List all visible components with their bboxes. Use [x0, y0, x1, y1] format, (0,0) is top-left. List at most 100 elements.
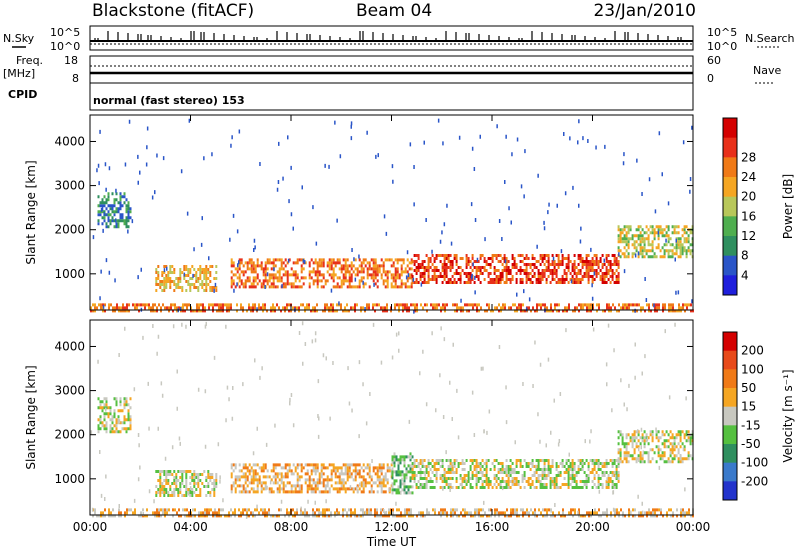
echo-band-6-level-4: [92, 508, 694, 518]
echo-band-2-level-5: [230, 258, 413, 289]
colorbar-tick-label: 50: [741, 381, 756, 395]
colorbar-segment: [723, 157, 737, 178]
velocity-panel: 1000 2000 3000 4000 00:00 04:00 08:00 12:00 16:0…: [24, 319, 795, 549]
search-tick-top: 10^5: [707, 26, 737, 39]
echo-band-3-level-2: [391, 455, 414, 495]
y-tick-label: 3000: [54, 179, 85, 193]
echo-band-2-level-7: [230, 258, 413, 289]
plot-title: Blackstone (fitACF): [92, 1, 255, 21]
summary-panel: N.SkyFreq.[MHz]CPID10^510^018810^510^060…: [3, 25, 795, 111]
colorbar-frame: [722, 331, 738, 501]
colorbar-tick-label: 8: [741, 249, 749, 263]
cpid-text: normal (fast stereo) 153: [93, 94, 245, 107]
y-tick-label: 1000: [54, 267, 85, 281]
colorbar-segment: [723, 196, 737, 217]
colorbar-tick-label: 16: [741, 209, 756, 223]
cpid-frame: [89, 82, 694, 111]
colorbar-tick-label: -50: [741, 437, 761, 451]
mhz-label: [MHz]: [3, 67, 35, 80]
nsky-label: N.Sky: [3, 32, 35, 45]
colorbar-segment: [723, 137, 737, 158]
colorbar-segment: [723, 406, 737, 426]
echo-band-1-level-4: [155, 265, 218, 292]
colorbar-segment: [723, 177, 737, 198]
beam-label: Beam 04: [356, 1, 433, 21]
cpid-label: CPID: [8, 88, 37, 101]
freq-frame: [89, 55, 694, 84]
colorbar-tick-label: -200: [741, 474, 768, 488]
colorbar-tick-label: 15: [741, 400, 756, 414]
noise-tick-top: 10^5: [50, 26, 80, 39]
nsearch-label: N.Search: [745, 32, 795, 45]
colorbar-label: Velocity [m s⁻¹]: [781, 369, 795, 462]
freq-label: Freq.: [16, 54, 43, 67]
x-tick-label: 00:00: [73, 520, 108, 534]
noise-frame: [89, 25, 694, 51]
colorbar-segment: [723, 236, 737, 257]
echo-band-3-level-3: [391, 452, 414, 495]
noise-sky-spikes: [94, 31, 682, 41]
y-tick-label: 4000: [54, 134, 85, 148]
colorbar-tick-label: 4: [741, 268, 749, 282]
colorbar-frame: [722, 117, 738, 296]
colorbar-segment: [723, 216, 737, 237]
colorbar-tick-label: 200: [741, 344, 764, 358]
colorbar-tick-label: 24: [741, 170, 756, 184]
colorbar-segment: [723, 118, 737, 139]
echo-band-4-level-5: [411, 459, 620, 489]
echo-band-4-level-5: [617, 225, 690, 259]
colorbar-tick-label: 100: [741, 362, 764, 376]
echo-band-4-level-3: [617, 225, 694, 259]
echo-band-0-level-5: [97, 397, 132, 434]
colorbar-segment: [723, 425, 737, 445]
x-tick-label: 12:00: [374, 520, 409, 534]
x-axis-label: Time UT: [366, 535, 417, 549]
echo-band-2-level-6: [230, 258, 413, 289]
x-tick-label: 00:00: [676, 520, 711, 534]
echo-band-6-level-6: [104, 508, 694, 518]
echo-band-3-level-4: [391, 452, 414, 495]
colorbar-tick-label: -100: [741, 456, 768, 470]
echo-band-4-level-4: [411, 459, 620, 489]
echo-band-1-level-4: [155, 470, 218, 497]
colorbar-segment: [723, 388, 737, 408]
y-tick-label: 1000: [54, 472, 85, 486]
colorbar-tick-label: -15: [741, 418, 761, 432]
echo-band-0-level-3: [97, 192, 132, 229]
y-tick-label: 3000: [54, 384, 85, 398]
colorbar-segment: [723, 332, 737, 352]
colorbar-tick-label: 28: [741, 150, 756, 164]
echo-band-2-level-6: [230, 463, 391, 494]
date-label: 23/Jan/2010: [593, 1, 696, 21]
x-tick-label: 16:00: [475, 520, 510, 534]
power-panel: 1000 2000 3000 4000 Slant Range [km] 4 8 12 16 20…: [24, 114, 795, 314]
colorbar-segment: [723, 462, 737, 482]
colorbar-segment: [723, 481, 737, 501]
echo-band-1-level-5: [155, 470, 218, 497]
echo-band-0-level-4: [97, 397, 132, 434]
echo-band-3-level-7: [413, 254, 620, 284]
colorbar-label: Power [dB]: [781, 174, 795, 239]
echo-band-5-level-3: [617, 430, 694, 464]
y-axis-label: Slant Range [km]: [24, 160, 38, 264]
echo-band-5-level-4: [617, 430, 694, 464]
noise-tick-bottom: 10^0: [50, 40, 80, 53]
nave-tick-bottom: 0: [707, 72, 714, 85]
echo-band-3-level-8: [411, 254, 620, 284]
echo-band-2-level-4: [230, 463, 393, 494]
colorbar-segment: [723, 275, 737, 296]
nave-label: Nave: [753, 64, 781, 77]
colorbar-segment: [723, 255, 737, 276]
echo-band-2-level-5: [230, 463, 393, 494]
echo-band-5-level-5: [617, 430, 694, 464]
colorbar-segment: [723, 369, 737, 389]
x-tick-label: 04:00: [173, 520, 208, 534]
y-tick-label: 2000: [54, 428, 85, 442]
echo-band-1-level-6: [155, 265, 218, 292]
freq-tick-top: 18: [64, 54, 78, 67]
echo-band-1-level-5: [155, 265, 218, 292]
echo-band-3-level-6: [411, 254, 620, 284]
colorbar-segment: [723, 444, 737, 464]
y-axis-label: Slant Range [km]: [24, 365, 38, 469]
